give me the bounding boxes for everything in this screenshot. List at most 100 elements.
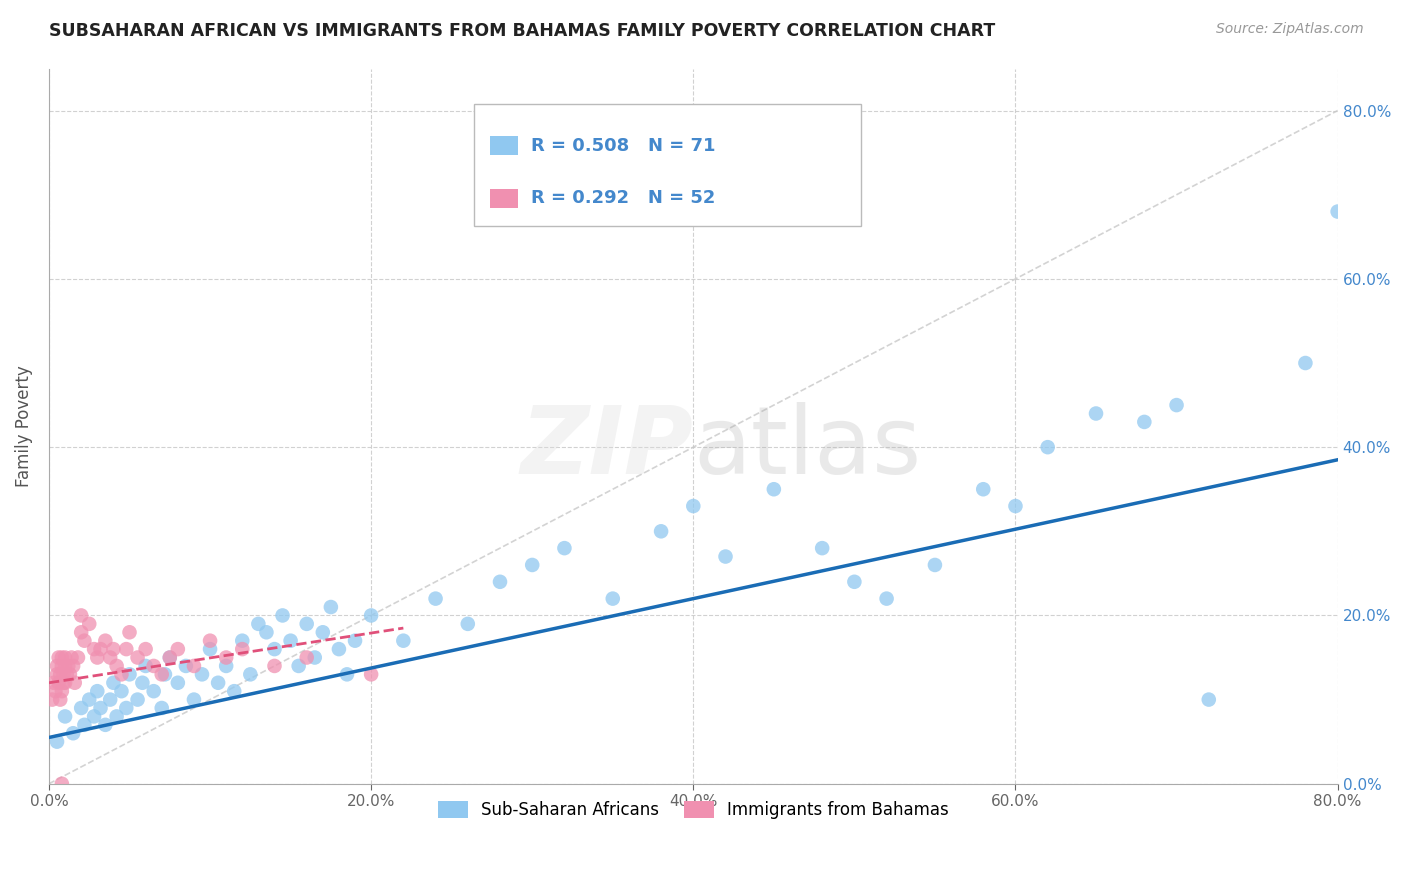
Point bbox=[127, 692, 149, 706]
Point bbox=[105, 659, 128, 673]
Point bbox=[118, 625, 141, 640]
Point bbox=[73, 633, 96, 648]
Point bbox=[263, 659, 285, 673]
Point bbox=[142, 684, 165, 698]
Point bbox=[70, 625, 93, 640]
Point bbox=[714, 549, 737, 564]
Text: Source: ZipAtlas.com: Source: ZipAtlas.com bbox=[1216, 22, 1364, 37]
Point bbox=[295, 650, 318, 665]
Point bbox=[392, 633, 415, 648]
Point bbox=[51, 777, 73, 791]
Point bbox=[46, 667, 69, 681]
Point bbox=[66, 650, 89, 665]
Point bbox=[63, 675, 86, 690]
Point bbox=[198, 633, 221, 648]
Point bbox=[103, 642, 125, 657]
Point bbox=[1198, 692, 1220, 706]
Point bbox=[51, 659, 73, 673]
Point bbox=[344, 633, 367, 648]
Point bbox=[48, 675, 70, 690]
Point bbox=[215, 650, 238, 665]
Point bbox=[105, 709, 128, 723]
Point bbox=[115, 642, 138, 657]
Point bbox=[360, 608, 382, 623]
Point bbox=[263, 642, 285, 657]
Point bbox=[94, 718, 117, 732]
Point bbox=[70, 701, 93, 715]
Point bbox=[135, 642, 157, 657]
Point bbox=[762, 482, 785, 496]
Point bbox=[336, 667, 359, 681]
Point bbox=[224, 684, 246, 698]
Point bbox=[191, 667, 214, 681]
Point bbox=[183, 659, 205, 673]
Point bbox=[166, 675, 188, 690]
Point bbox=[153, 667, 176, 681]
FancyBboxPatch shape bbox=[474, 104, 860, 226]
Point bbox=[142, 659, 165, 673]
Text: R = 0.292   N = 52: R = 0.292 N = 52 bbox=[531, 189, 716, 207]
Point bbox=[425, 591, 447, 606]
Point bbox=[131, 675, 153, 690]
Point bbox=[247, 616, 270, 631]
Point bbox=[159, 650, 181, 665]
Point bbox=[115, 701, 138, 715]
Point bbox=[150, 701, 173, 715]
Point bbox=[83, 642, 105, 657]
Point bbox=[876, 591, 898, 606]
Point bbox=[166, 642, 188, 657]
Point bbox=[522, 558, 544, 572]
Point bbox=[1036, 440, 1059, 454]
Point bbox=[1326, 204, 1348, 219]
Point bbox=[70, 608, 93, 623]
Point bbox=[207, 675, 229, 690]
Point bbox=[844, 574, 866, 589]
Point bbox=[60, 650, 83, 665]
Point bbox=[52, 667, 75, 681]
FancyBboxPatch shape bbox=[489, 136, 517, 155]
Point bbox=[924, 558, 946, 572]
Point bbox=[44, 684, 66, 698]
Point bbox=[83, 709, 105, 723]
FancyBboxPatch shape bbox=[489, 189, 517, 208]
Point bbox=[319, 600, 342, 615]
Point bbox=[489, 574, 512, 589]
Point bbox=[46, 734, 69, 748]
Point bbox=[553, 541, 575, 556]
Point bbox=[280, 633, 302, 648]
Text: SUBSAHARAN AFRICAN VS IMMIGRANTS FROM BAHAMAS FAMILY POVERTY CORRELATION CHART: SUBSAHARAN AFRICAN VS IMMIGRANTS FROM BA… bbox=[49, 22, 995, 40]
Point bbox=[312, 625, 335, 640]
Point bbox=[49, 667, 72, 681]
Point bbox=[811, 541, 834, 556]
Text: ZIP: ZIP bbox=[520, 401, 693, 493]
Point bbox=[51, 650, 73, 665]
Point bbox=[304, 650, 326, 665]
Point bbox=[271, 608, 294, 623]
Point bbox=[231, 633, 253, 648]
Point bbox=[602, 591, 624, 606]
Point bbox=[1004, 499, 1026, 513]
Point bbox=[53, 709, 76, 723]
Legend: Sub-Saharan Africans, Immigrants from Bahamas: Sub-Saharan Africans, Immigrants from Ba… bbox=[430, 794, 956, 825]
Point bbox=[135, 659, 157, 673]
Point bbox=[46, 659, 69, 673]
Point bbox=[89, 701, 111, 715]
Point bbox=[110, 684, 132, 698]
Point bbox=[77, 692, 100, 706]
Point bbox=[972, 482, 994, 496]
Point bbox=[174, 659, 197, 673]
Point bbox=[94, 633, 117, 648]
Text: R = 0.508   N = 71: R = 0.508 N = 71 bbox=[531, 136, 716, 155]
Point bbox=[73, 718, 96, 732]
Point bbox=[1166, 398, 1188, 412]
Point bbox=[682, 499, 704, 513]
Point bbox=[77, 616, 100, 631]
Point bbox=[41, 692, 63, 706]
Point bbox=[55, 667, 77, 681]
Point bbox=[457, 616, 479, 631]
Point bbox=[42, 675, 65, 690]
Point bbox=[295, 616, 318, 631]
Point bbox=[89, 642, 111, 657]
Point bbox=[1133, 415, 1156, 429]
Point bbox=[1294, 356, 1316, 370]
